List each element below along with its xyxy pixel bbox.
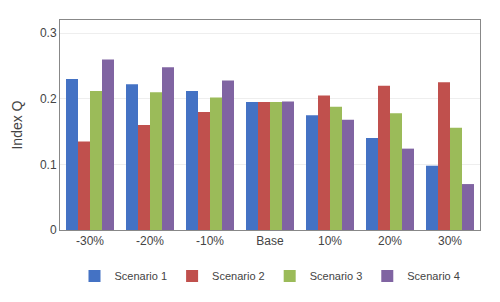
svg-text:0: 0 [50, 223, 57, 237]
svg-text:0.2: 0.2 [40, 92, 57, 106]
svg-text:10%: 10% [318, 234, 342, 248]
svg-text:Scenario 4: Scenario 4 [407, 270, 460, 282]
svg-text:0.3: 0.3 [40, 26, 57, 40]
svg-text:20%: 20% [378, 234, 402, 248]
svg-text:0.1: 0.1 [40, 158, 57, 172]
svg-text:Base: Base [256, 234, 284, 248]
svg-text:30%: 30% [438, 234, 462, 248]
svg-text:-20%: -20% [136, 234, 164, 248]
svg-text:Scenario 1: Scenario 1 [115, 270, 168, 282]
svg-text:Index Q: Index Q [9, 100, 25, 149]
svg-text:-10%: -10% [196, 234, 224, 248]
svg-text:Scenario 2: Scenario 2 [212, 270, 265, 282]
svg-text:Scenario 3: Scenario 3 [310, 270, 363, 282]
svg-text:-30%: -30% [76, 234, 104, 248]
